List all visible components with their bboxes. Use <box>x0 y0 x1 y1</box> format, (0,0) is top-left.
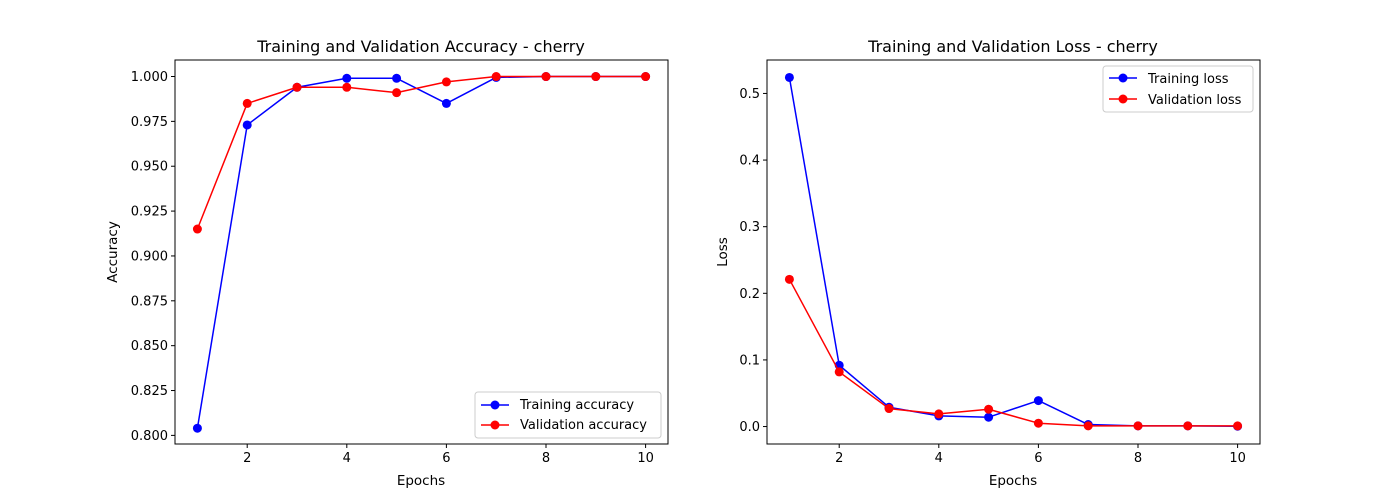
accuracy-y-axis-label: Accuracy <box>105 221 121 283</box>
loss-x-tick-label: 6 <box>1034 451 1042 466</box>
accuracy-x-ticks: 2 4 6 8 10 <box>243 444 654 466</box>
accuracy-x-tick-label: 10 <box>637 451 654 466</box>
loss-x-axis-label: Epochs <box>989 473 1037 489</box>
loss-plot-frame <box>766 59 1261 445</box>
legend-training-accuracy-marker <box>490 400 500 410</box>
validation-loss-point <box>1083 421 1093 431</box>
loss-chart: Training and Validation Loss - cherry Ep… <box>715 37 1261 489</box>
validation-accuracy-line <box>196 75 646 230</box>
accuracy-y-tick-label: 0.825 <box>131 384 168 399</box>
accuracy-y-tick-label: 0.925 <box>131 205 168 220</box>
loss-x-tick-label: 2 <box>835 451 843 466</box>
accuracy-y-ticks: 0.800 0.825 0.850 0.875 0.900 0.925 0.950 0.975… <box>131 70 175 444</box>
validation-loss-point <box>1183 421 1193 431</box>
validation-accuracy-point <box>491 72 501 82</box>
accuracy-x-tick-label: 2 <box>243 451 251 466</box>
validation-accuracy-point <box>242 98 252 108</box>
accuracy-legend-box <box>474 391 662 439</box>
validation-accuracy-point <box>441 77 451 87</box>
accuracy-x-axis-label: Epochs <box>397 473 445 489</box>
training-loss-point <box>784 72 794 82</box>
loss-x-tick-label: 4 <box>935 451 943 466</box>
loss-x-tick-label: 10 <box>1229 451 1246 466</box>
legend-validation-loss-marker <box>1118 94 1128 104</box>
accuracy-x-tick-label: 8 <box>542 451 550 466</box>
loss-y-tick-label: 0.1 <box>739 353 760 368</box>
accuracy-y-tick-label: 0.900 <box>131 249 168 264</box>
accuracy-chart-title: Training and Validation Accuracy - cherr… <box>256 37 585 56</box>
accuracy-y-tick-label: 0.950 <box>131 160 168 175</box>
loss-x-ticks: 2 4 6 8 10 <box>835 444 1246 466</box>
training-accuracy-point <box>192 423 202 433</box>
loss-y-ticks: 0.0 0.1 0.2 0.3 0.4 0.5 <box>739 87 767 435</box>
validation-accuracy-point <box>392 88 402 98</box>
accuracy-legend: Training accuracy Validation accuracy <box>474 391 662 439</box>
legend-validation-accuracy-marker <box>490 420 500 430</box>
loss-legend-box <box>1102 65 1254 113</box>
loss-y-tick-label: 0.0 <box>739 420 760 435</box>
training-accuracy-point <box>342 73 352 83</box>
accuracy-y-tick-label: 0.850 <box>131 339 168 354</box>
loss-y-tick-label: 0.2 <box>739 287 760 302</box>
accuracy-y-tick-label: 0.875 <box>131 294 168 309</box>
loss-y-tick-label: 0.5 <box>739 87 760 102</box>
validation-loss-point <box>1133 421 1143 431</box>
legend-training-loss-label: Training loss <box>1147 72 1229 87</box>
loss-x-tick-label: 8 <box>1134 451 1142 466</box>
loss-y-tick-label: 0.3 <box>739 220 760 235</box>
validation-loss-point <box>884 404 894 414</box>
loss-y-tick-label: 0.4 <box>739 154 760 169</box>
accuracy-chart: Training and Validation Accuracy - cherr… <box>105 37 669 489</box>
validation-loss-point <box>1233 421 1243 431</box>
accuracy-plot-frame <box>174 59 669 445</box>
accuracy-x-tick-label: 4 <box>343 451 351 466</box>
training-loss-point <box>1033 396 1043 406</box>
accuracy-x-tick-label: 6 <box>442 451 450 466</box>
validation-accuracy-point <box>192 224 202 234</box>
validation-accuracy-point <box>342 82 352 92</box>
loss-chart-title: Training and Validation Loss - cherry <box>867 37 1158 56</box>
loss-y-axis-label: Loss <box>715 237 731 267</box>
training-accuracy-point <box>392 73 402 83</box>
legend-validation-loss-label: Validation loss <box>1148 93 1242 108</box>
legend-validation-accuracy-label: Validation accuracy <box>520 418 647 433</box>
legend-training-accuracy-label: Training accuracy <box>519 398 634 413</box>
training-accuracy-point <box>441 98 451 108</box>
accuracy-y-tick-label: 1.000 <box>131 70 168 85</box>
training-loss-point <box>984 412 994 422</box>
accuracy-y-tick-label: 0.800 <box>131 429 168 444</box>
training-accuracy-point <box>242 120 252 130</box>
validation-loss-point <box>784 274 794 284</box>
loss-legend: Training loss Validation loss <box>1102 65 1254 113</box>
accuracy-series <box>192 72 651 433</box>
validation-accuracy-point <box>641 72 651 82</box>
loss-series <box>784 72 1243 431</box>
validation-accuracy-point <box>591 72 601 82</box>
validation-accuracy-point <box>541 72 551 82</box>
legend-training-loss-marker <box>1118 73 1128 83</box>
validation-loss-point <box>1033 418 1043 428</box>
validation-loss-point <box>834 367 844 377</box>
validation-loss-point <box>984 404 994 414</box>
accuracy-y-tick-label: 0.975 <box>131 115 168 130</box>
validation-loss-line <box>788 278 1238 427</box>
validation-loss-point <box>934 409 944 419</box>
validation-accuracy-point <box>292 82 302 92</box>
